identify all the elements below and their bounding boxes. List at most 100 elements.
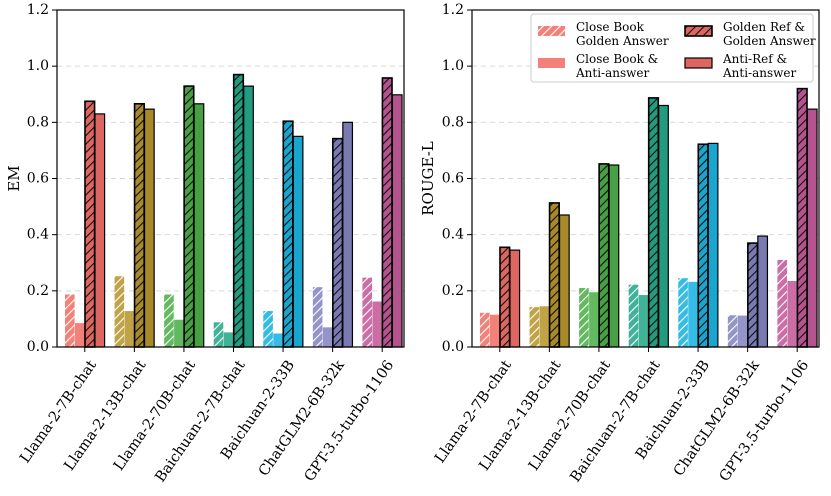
bar-baichuan-2-33b-golden-ref-golden-answer bbox=[282, 120, 294, 348]
bar-gpt-3-5-turbo-1106-golden-ref-golden-answer bbox=[381, 77, 393, 348]
bar-baichuan-2-7b-chat-anti-ref-anti-answer bbox=[658, 104, 669, 348]
bar-gpt-3-5-turbo-1106-close-book-anti-answer bbox=[372, 301, 383, 347]
bar-llama-2-7b-chat-anti-ref-anti-answer bbox=[509, 249, 521, 348]
legend-label-anti-ref-line2: Anti-answer bbox=[722, 66, 797, 80]
legend-label-golden-ref-line2: Golden Answer bbox=[723, 34, 816, 48]
legend-item-close-book-golden: Close Book Golden Answer bbox=[538, 20, 669, 48]
em-panel: Llama-2-7B-chatLlama-2-13B-chatLlama-2-7… bbox=[5, 2, 405, 485]
bar-llama-2-70b-chat-close-book-golden-answer bbox=[164, 294, 174, 347]
y-tick-label-0: 0.0 bbox=[442, 339, 464, 355]
y-tick-label-3: 0.6 bbox=[442, 171, 464, 187]
legend-label-close-book-golden-line1: Close Book bbox=[576, 20, 645, 34]
bar-llama-2-7b-chat-golden-ref-golden-answer bbox=[499, 246, 511, 348]
bar-gpt-3-5-turbo-1106-golden-ref-golden-answer bbox=[796, 87, 808, 348]
bar-baichuan-2-7b-chat-anti-ref-anti-answer bbox=[243, 85, 254, 348]
bar-gpt-3-5-turbo-1106-anti-ref-anti-answer bbox=[806, 108, 818, 348]
legend-swatch-close-book-anti bbox=[538, 58, 565, 68]
bar-llama-2-13b-chat-close-book-anti-answer bbox=[124, 311, 135, 347]
bar-gpt-3-5-turbo-1106-close-book-golden-answer bbox=[362, 277, 373, 347]
y-tick-label-1: 0.2 bbox=[27, 283, 49, 299]
bar-llama-2-13b-chat-golden-ref-golden-answer bbox=[133, 102, 145, 348]
bar-llama-2-13b-chat-close-book-golden-answer bbox=[529, 307, 540, 347]
y-tick-label-4: 0.8 bbox=[442, 114, 464, 130]
legend-label-golden-ref-line1: Golden Ref & bbox=[723, 20, 805, 34]
bar-llama-2-70b-chat-anti-ref-anti-answer bbox=[608, 164, 620, 348]
bar-chatglm2-6b-32k-anti-ref-anti-answer bbox=[757, 235, 769, 348]
legend-label-close-book-anti-line1: Close Book & bbox=[576, 52, 659, 66]
bar-chatglm2-6b-32k-close-book-golden-answer bbox=[312, 287, 323, 347]
y-tick-label-4: 0.8 bbox=[27, 114, 49, 130]
bar-llama-2-70b-chat-close-book-golden-answer bbox=[579, 288, 589, 347]
bar-gpt-3-5-turbo-1106-anti-ref-anti-answer bbox=[391, 94, 403, 348]
bar-llama-2-7b-chat-close-book-golden-answer bbox=[479, 312, 490, 347]
bar-llama-2-7b-chat-close-book-anti-answer bbox=[74, 323, 85, 347]
y-tick-label-1: 0.2 bbox=[442, 283, 464, 299]
x-label-gpt-3-5-turbo-1106: GPT-3.5-turbo-1106 bbox=[717, 358, 813, 485]
bar-llama-2-7b-chat-anti-ref-anti-answer bbox=[94, 113, 106, 348]
bar-baichuan-2-33b-close-book-anti-answer bbox=[688, 281, 698, 347]
bar-llama-2-13b-chat-close-book-anti-answer bbox=[539, 306, 550, 347]
bar-llama-2-13b-chat-anti-ref-anti-answer bbox=[143, 108, 155, 348]
bar-llama-2-7b-chat-golden-ref-golden-answer bbox=[84, 100, 96, 348]
y-tick-label-5: 1.0 bbox=[27, 58, 49, 74]
y-axis-title: EM bbox=[5, 165, 23, 191]
legend-label-close-book-golden-line2: Golden Answer bbox=[576, 34, 669, 48]
legend-item-golden-ref: Golden Ref & Golden Answer bbox=[684, 20, 816, 48]
axes-frame bbox=[471, 9, 820, 348]
axes-frame bbox=[56, 9, 405, 348]
bar-baichuan-2-7b-chat-golden-ref-golden-answer bbox=[232, 73, 245, 348]
bar-llama-2-70b-chat-golden-ref-golden-answer bbox=[183, 85, 195, 348]
bar-baichuan-2-7b-chat-close-book-golden-answer bbox=[628, 284, 639, 347]
bar-chatglm2-6b-32k-close-book-golden-answer bbox=[727, 315, 738, 347]
bar-baichuan-2-7b-chat-close-book-anti-answer bbox=[638, 295, 649, 347]
y-tick-label-6: 1.2 bbox=[27, 2, 49, 18]
legend-item-anti-ref: Anti-Ref & Anti-answer bbox=[684, 52, 797, 80]
bar-baichuan-2-33b-close-book-golden-answer bbox=[678, 278, 688, 347]
y-tick-label-5: 1.0 bbox=[442, 58, 464, 74]
legend-swatch-close-book-golden bbox=[538, 26, 565, 36]
bar-baichuan-2-33b-close-book-golden-answer bbox=[263, 311, 273, 347]
legend-swatch-anti-ref bbox=[684, 57, 713, 69]
bar-llama-2-70b-chat-close-book-anti-answer bbox=[174, 319, 184, 347]
bar-chatglm2-6b-32k-golden-ref-golden-answer bbox=[747, 242, 759, 348]
bar-llama-2-13b-chat-anti-ref-anti-answer bbox=[558, 214, 570, 348]
bar-chatglm2-6b-32k-close-book-anti-answer bbox=[737, 315, 748, 347]
bar-llama-2-7b-chat-close-book-golden-answer bbox=[64, 294, 75, 347]
bar-baichuan-2-33b-golden-ref-golden-answer bbox=[697, 143, 709, 348]
y-tick-label-3: 0.6 bbox=[27, 171, 49, 187]
bar-baichuan-2-7b-chat-close-book-golden-answer bbox=[213, 322, 224, 347]
legend-item-close-book-anti: Close Book & Anti-answer bbox=[538, 52, 659, 80]
bar-chatglm2-6b-32k-close-book-anti-answer bbox=[322, 327, 333, 347]
y-tick-label-6: 1.2 bbox=[442, 2, 464, 18]
bar-chatglm2-6b-32k-anti-ref-anti-answer bbox=[342, 121, 354, 348]
legend: Close Book Golden Answer Close Book & An… bbox=[530, 13, 816, 83]
bar-llama-2-70b-chat-anti-ref-anti-answer bbox=[193, 103, 205, 348]
x-label-chatglm2-6b-32k: ChatGLM2-6B-32k bbox=[256, 357, 348, 479]
y-tick-label-2: 0.4 bbox=[27, 227, 49, 243]
y-tick-label-2: 0.4 bbox=[442, 227, 464, 243]
legend-label-anti-ref-line1: Anti-Ref & bbox=[722, 52, 788, 66]
bar-llama-2-70b-chat-golden-ref-golden-answer bbox=[598, 163, 610, 348]
legend-frame bbox=[530, 13, 814, 83]
y-axis-title: ROUGE-L bbox=[419, 141, 437, 216]
x-label-baichuan-2-7b-chat: Baichuan-2-7B-chat bbox=[568, 357, 664, 485]
bar-llama-2-13b-chat-close-book-golden-answer bbox=[114, 276, 125, 347]
bar-gpt-3-5-turbo-1106-close-book-anti-answer bbox=[787, 281, 798, 347]
x-label-gpt-3-5-turbo-1106: GPT-3.5-turbo-1106 bbox=[302, 358, 398, 485]
y-tick-label-0: 0.0 bbox=[27, 339, 49, 355]
x-label-chatglm2-6b-32k: ChatGLM2-6B-32k bbox=[671, 357, 763, 479]
bar-baichuan-2-33b-anti-ref-anti-answer bbox=[707, 142, 719, 348]
bar-baichuan-2-33b-anti-ref-anti-answer bbox=[292, 135, 304, 348]
x-label-baichuan-2-7b-chat: Baichuan-2-7B-chat bbox=[153, 357, 249, 485]
legend-label-close-book-anti-line2: Anti-answer bbox=[575, 66, 650, 80]
bar-llama-2-7b-chat-close-book-anti-answer bbox=[489, 314, 500, 347]
legend-swatch-golden-ref bbox=[684, 25, 713, 37]
bar-baichuan-2-7b-chat-close-book-anti-answer bbox=[223, 332, 234, 347]
bar-baichuan-2-33b-close-book-anti-answer bbox=[273, 333, 283, 347]
bar-llama-2-13b-chat-golden-ref-golden-answer bbox=[548, 202, 560, 348]
bar-chatglm2-6b-32k-golden-ref-golden-answer bbox=[332, 137, 344, 348]
bar-gpt-3-5-turbo-1106-close-book-golden-answer bbox=[777, 259, 788, 347]
bar-baichuan-2-7b-chat-golden-ref-golden-answer bbox=[647, 97, 660, 348]
